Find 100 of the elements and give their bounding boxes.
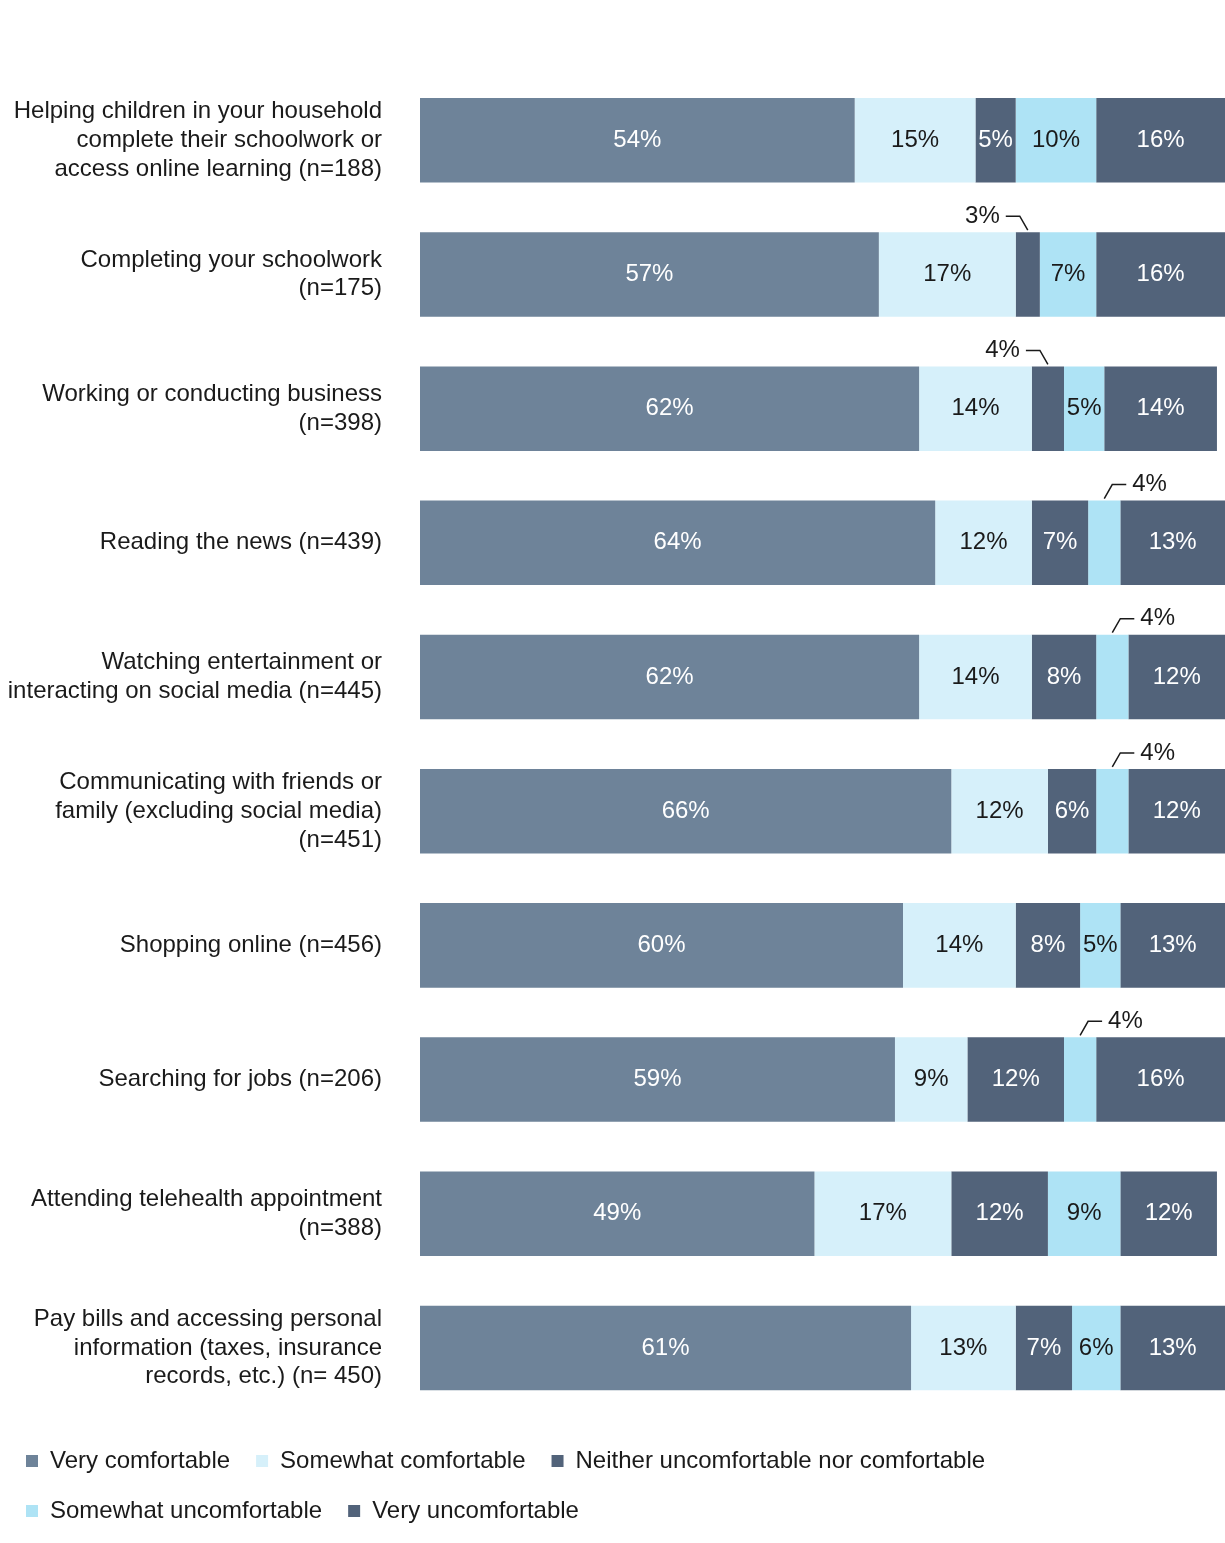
data-label: 4% <box>1140 603 1175 631</box>
bar <box>1120 1305 1225 1391</box>
data-label: 14% <box>935 929 984 957</box>
data-label: 62% <box>645 661 694 689</box>
data-label: 12% <box>959 527 1008 555</box>
bar <box>951 768 1048 854</box>
bar <box>1128 634 1225 720</box>
legend-label: Neither uncomfortable nor comfortable <box>575 1445 986 1473</box>
data-label: 7% <box>1042 527 1078 555</box>
data-label: 14% <box>951 393 1000 421</box>
bar <box>1080 903 1121 988</box>
data-label: 9% <box>1066 1198 1102 1226</box>
data-label: 13% <box>1148 527 1197 555</box>
y-tick-label: Communicating with friends or family (excluding social media) (n=451) <box>55 767 382 852</box>
bar <box>1104 366 1217 451</box>
bar <box>420 232 879 317</box>
bar <box>951 1171 1048 1256</box>
legend-label: Very comfortable <box>50 1445 231 1473</box>
y-tick-label: Watching entertainment or interacting on social media (n=445) <box>7 647 382 704</box>
bar <box>1096 634 1129 720</box>
data-label: 7% <box>1026 1332 1062 1360</box>
bar <box>935 500 1032 586</box>
bar <box>1015 232 1040 317</box>
bar <box>420 903 903 988</box>
bar <box>903 903 1016 988</box>
y-tick-label: Reading the news (n=439) <box>99 527 382 555</box>
bar <box>420 1305 912 1391</box>
data-label: 49% <box>593 1198 642 1226</box>
bar <box>894 1037 968 1122</box>
data-label: 12% <box>1152 661 1201 689</box>
data-label: 5% <box>978 124 1013 152</box>
data-label: 61% <box>641 1332 690 1360</box>
y-tick-label: Searching for jobs (n=206) <box>98 1064 382 1092</box>
bar <box>1047 1171 1121 1256</box>
legend-label: Somewhat uncomfortable <box>50 1495 323 1523</box>
bar <box>919 634 1032 720</box>
bar <box>1096 768 1129 854</box>
data-label: 64% <box>653 527 702 555</box>
data-label: 4% <box>1108 1005 1143 1033</box>
bar <box>975 98 1016 183</box>
bar <box>1064 1037 1097 1122</box>
data-label: 7% <box>1050 259 1086 287</box>
data-label: 12% <box>1152 795 1201 823</box>
bar <box>814 1171 952 1256</box>
data-label: 14% <box>1136 393 1185 421</box>
y-tick-label: Pay bills and accessing personal information (taxes, insurance records, etc.) (n= 450) <box>33 1303 382 1389</box>
data-label: 12% <box>991 1064 1040 1092</box>
legend-label: Very uncomfortable <box>372 1495 579 1523</box>
bar <box>1039 232 1097 317</box>
data-label: 62% <box>645 393 694 421</box>
data-label: 17% <box>923 259 972 287</box>
data-label: 5% <box>1082 929 1118 957</box>
bar <box>1096 1037 1225 1122</box>
bar <box>420 634 920 720</box>
data-label: 4% <box>1132 469 1167 497</box>
data-label: 5% <box>1066 393 1102 421</box>
bar <box>1031 366 1064 451</box>
data-label: 10% <box>1031 124 1080 152</box>
data-label: 15% <box>891 124 940 152</box>
bar <box>420 500 936 586</box>
data-label: 13% <box>939 1332 988 1360</box>
data-label: 14% <box>951 661 1000 689</box>
data-label: 59% <box>633 1064 682 1092</box>
legend-label: Somewhat comfortable <box>280 1445 526 1473</box>
data-label: 9% <box>913 1064 949 1092</box>
data-label: 13% <box>1148 929 1197 957</box>
y-tick-label: Shopping online (n=456) <box>119 929 382 957</box>
data-label: 16% <box>1136 124 1185 152</box>
bar <box>1096 232 1225 317</box>
bar <box>1072 1305 1121 1391</box>
bar <box>1031 634 1097 720</box>
bar <box>1047 768 1097 854</box>
data-label: 57% <box>625 259 674 287</box>
bar <box>420 98 855 183</box>
bar <box>854 98 976 183</box>
data-label: 8% <box>1030 929 1066 957</box>
data-label: 6% <box>1054 795 1090 823</box>
bar <box>911 1305 1016 1391</box>
bar <box>1015 1305 1073 1391</box>
bar <box>1031 500 1089 586</box>
data-label: 12% <box>975 1198 1024 1226</box>
bar <box>1015 903 1081 988</box>
bar <box>1064 366 1105 451</box>
data-label: 16% <box>1136 259 1185 287</box>
bar <box>1120 500 1225 586</box>
bar <box>1096 98 1225 183</box>
bar <box>919 366 1032 451</box>
data-label: 60% <box>637 929 686 957</box>
y-tick-label: Attending telehealth appointment (n=388) <box>31 1183 383 1240</box>
bar <box>420 366 920 451</box>
bar <box>420 1037 895 1122</box>
y-tick-label: Working or conducting business (n=398) <box>42 378 382 435</box>
bar <box>1120 1171 1217 1256</box>
data-label: 17% <box>858 1198 907 1226</box>
bar <box>1088 500 1121 586</box>
data-label: 13% <box>1148 1332 1197 1360</box>
bar <box>878 232 1016 317</box>
bar <box>420 768 952 854</box>
bar <box>420 1171 815 1256</box>
data-label: 8% <box>1046 661 1082 689</box>
